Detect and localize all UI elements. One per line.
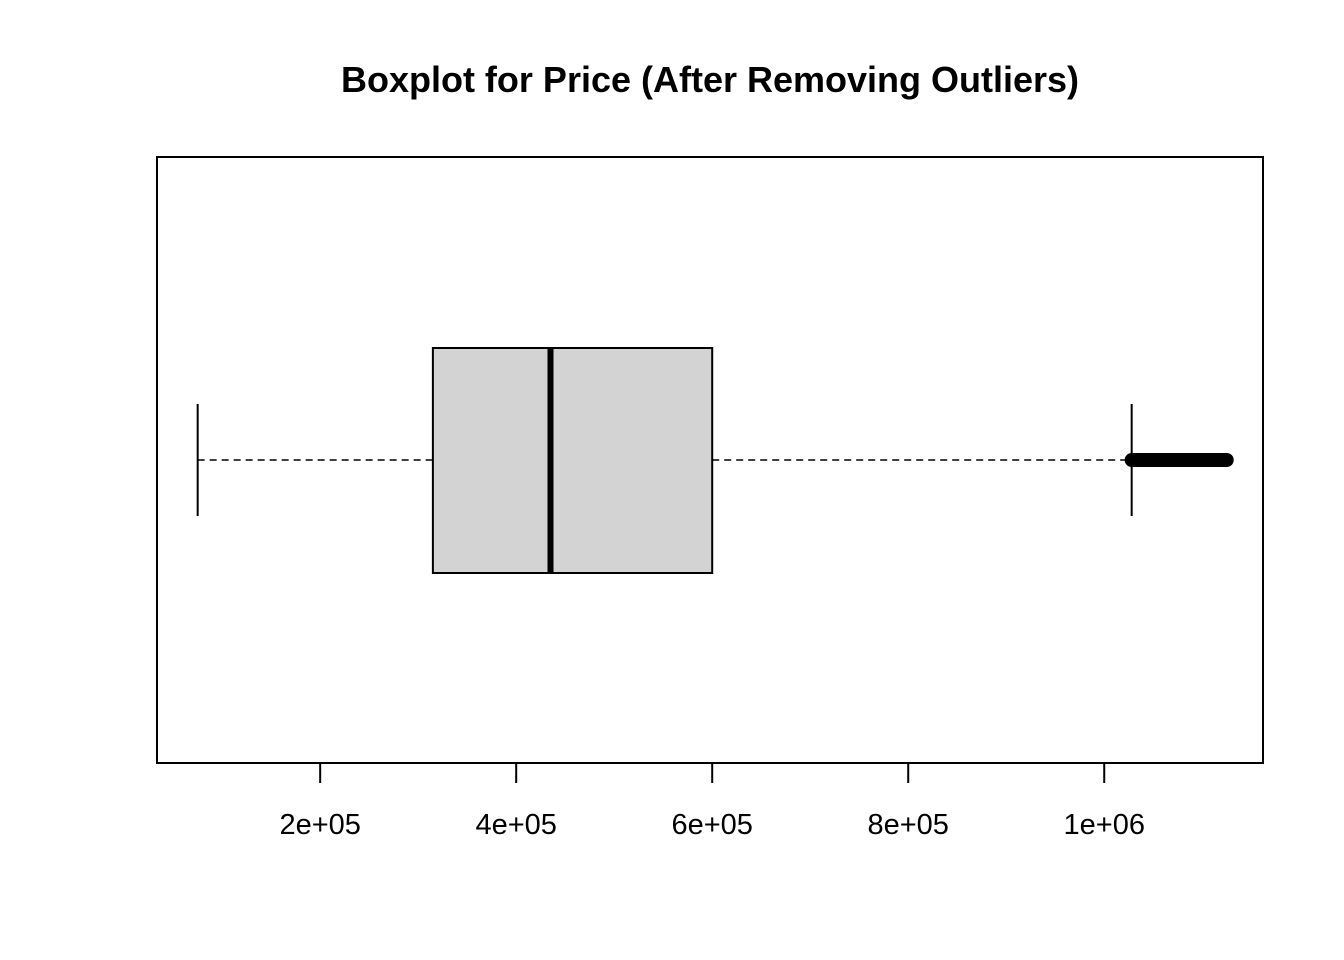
plot-frame bbox=[156, 156, 1264, 764]
x-tick-label: 8e+05 bbox=[867, 809, 948, 841]
x-axis: 2e+05 4e+05 6e+05 8e+05 1e+06 bbox=[279, 763, 1145, 841]
iqr-box bbox=[431, 347, 714, 574]
x-tick-label: 1e+06 bbox=[1064, 809, 1145, 841]
x-tick-label: 4e+05 bbox=[475, 809, 556, 841]
x-tick-label: 6e+05 bbox=[671, 809, 752, 841]
chart-title: Boxplot for Price (After Removing Outlie… bbox=[341, 59, 1079, 100]
boxplot bbox=[196, 347, 1234, 574]
outlier-point bbox=[1219, 453, 1234, 467]
x-tick-label: 2e+05 bbox=[279, 809, 360, 841]
outlier-points bbox=[1124, 453, 1234, 467]
